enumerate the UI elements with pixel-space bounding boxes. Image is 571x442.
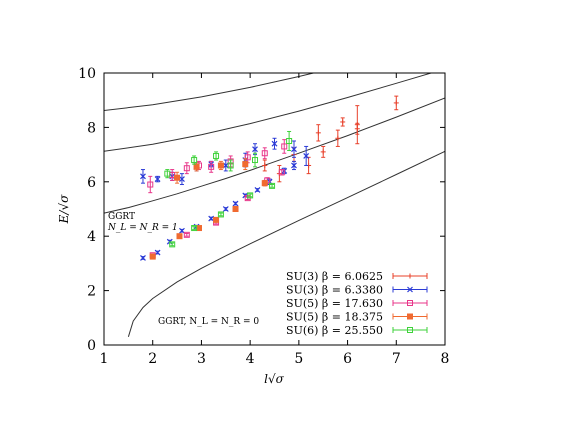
x-tick-label: 8 bbox=[441, 351, 450, 367]
data-point bbox=[340, 117, 346, 127]
data-point bbox=[154, 175, 161, 183]
series-4 bbox=[164, 130, 293, 248]
series-1 bbox=[140, 137, 310, 261]
data-point bbox=[179, 173, 185, 186]
theory-curves bbox=[104, 73, 445, 337]
data-point bbox=[261, 147, 268, 160]
data-point bbox=[183, 162, 190, 175]
legend-entry: SU(6) β = 25.550 bbox=[286, 324, 428, 337]
data-point bbox=[291, 140, 297, 158]
x-tick-label: 7 bbox=[392, 351, 401, 367]
data-point bbox=[354, 122, 360, 135]
axis-ticks: 1 2 3 4 5 6 7 8 0 2 4 6 8 10 bbox=[78, 66, 449, 367]
legend-entry: SU(5) β = 18.375 bbox=[286, 311, 428, 324]
series-0 bbox=[262, 95, 399, 183]
y-axis-title: E/√σ bbox=[57, 194, 71, 224]
y-tick-label: 4 bbox=[87, 229, 96, 245]
legend-entry: SU(5) β = 17.630 bbox=[286, 297, 428, 310]
y-tick-label: 2 bbox=[87, 284, 96, 300]
data-point bbox=[227, 159, 234, 172]
x-axis-title: l√σ bbox=[264, 372, 284, 386]
data-point bbox=[154, 249, 161, 256]
annotation-ggrt-1-line1: GGRT bbox=[108, 212, 135, 222]
x-tick-label: 4 bbox=[246, 351, 255, 367]
legend-entry: SU(3) β = 6.0625 bbox=[286, 270, 428, 283]
y-tick-label: 8 bbox=[87, 120, 96, 136]
theory-curve-0 bbox=[127, 150, 445, 337]
legend-label: SU(3) β = 6.0625 bbox=[286, 270, 383, 283]
data-point bbox=[232, 200, 239, 207]
theory-curve-1 bbox=[104, 97, 445, 214]
legend-label: SU(5) β = 18.375 bbox=[286, 311, 383, 324]
data-point bbox=[208, 160, 215, 173]
data-point bbox=[183, 231, 190, 238]
data-points bbox=[140, 95, 399, 261]
data-point bbox=[281, 139, 288, 154]
theory-curve-3 bbox=[104, 73, 316, 111]
data-point bbox=[174, 171, 181, 184]
data-point bbox=[254, 187, 261, 193]
theory-curve-2 bbox=[104, 73, 433, 152]
data-point bbox=[140, 255, 146, 261]
data-point bbox=[261, 179, 268, 187]
y-tick-label: 0 bbox=[87, 338, 96, 354]
annotation-ggrt-1-line2: N_L = N_R = 1 bbox=[107, 223, 178, 233]
data-point bbox=[191, 155, 198, 165]
data-point bbox=[213, 216, 220, 223]
x-tick-label: 2 bbox=[148, 351, 157, 367]
x-tick-label: 1 bbox=[100, 351, 109, 367]
data-point bbox=[320, 145, 326, 158]
data-point bbox=[303, 145, 310, 166]
x-tick-label: 3 bbox=[197, 351, 206, 367]
data-point bbox=[140, 169, 146, 184]
data-point bbox=[242, 158, 249, 171]
data-point bbox=[149, 253, 156, 260]
legend-label: SU(3) β = 6.3380 bbox=[286, 284, 383, 297]
annotation-ggrt-0: GGRT, N_L = N_R = 0 bbox=[158, 317, 259, 327]
data-point bbox=[393, 95, 399, 111]
legend-label: SU(6) β = 25.550 bbox=[286, 324, 383, 337]
data-point bbox=[271, 137, 278, 150]
x-tick-label: 6 bbox=[343, 351, 352, 367]
data-point bbox=[252, 152, 259, 168]
data-point bbox=[208, 215, 215, 222]
data-point bbox=[269, 182, 276, 189]
y-tick-label: 6 bbox=[87, 175, 96, 191]
data-point bbox=[278, 169, 285, 176]
legend-entry: SU(3) β = 6.3380 bbox=[286, 284, 428, 297]
data-point bbox=[176, 233, 183, 240]
data-point bbox=[191, 225, 198, 232]
data-point bbox=[232, 206, 239, 212]
data-point bbox=[291, 160, 297, 171]
data-point bbox=[217, 160, 224, 171]
data-point bbox=[217, 211, 224, 218]
data-point bbox=[222, 159, 229, 172]
data-point bbox=[213, 151, 220, 161]
x-tick-label: 5 bbox=[294, 351, 303, 367]
data-point bbox=[335, 129, 341, 147]
data-point bbox=[195, 225, 202, 232]
plot-frame bbox=[103, 72, 446, 346]
data-point bbox=[147, 175, 154, 194]
data-point bbox=[164, 169, 171, 179]
y-tick-label: 10 bbox=[78, 66, 96, 82]
data-point bbox=[315, 124, 321, 142]
data-point bbox=[179, 227, 185, 234]
data-point bbox=[262, 159, 268, 172]
data-point bbox=[222, 206, 229, 212]
data-point bbox=[286, 130, 293, 152]
data-point bbox=[247, 192, 254, 199]
legend-label: SU(5) β = 17.630 bbox=[286, 297, 383, 310]
data-point bbox=[169, 241, 176, 248]
